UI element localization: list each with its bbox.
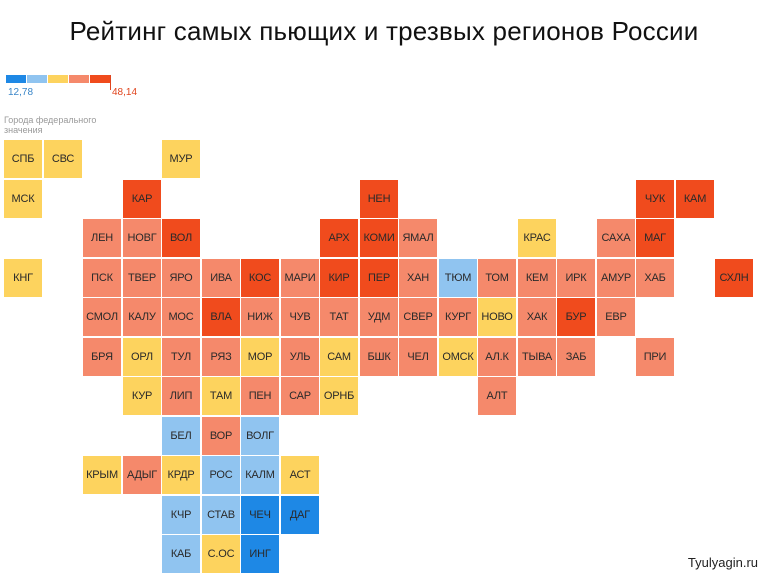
- region-tile: ЧЕЧ: [241, 496, 279, 534]
- region-tile: БРЯ: [83, 338, 121, 376]
- region-tile: ТВЕР: [123, 259, 161, 297]
- region-tile: ЯМАЛ: [399, 219, 437, 257]
- region-tile: РЯЗ: [202, 338, 240, 376]
- region-tile: АЛТ: [478, 377, 516, 415]
- region-tile: СПБ: [4, 140, 42, 178]
- region-tile: РОС: [202, 456, 240, 494]
- legend-swatch: [69, 75, 89, 83]
- region-tile: ВОЛ: [162, 219, 200, 257]
- region-tile: КРДР: [162, 456, 200, 494]
- region-tile: МОС: [162, 298, 200, 336]
- region-tile: ХАН: [399, 259, 437, 297]
- region-tile: ЛЕН: [83, 219, 121, 257]
- region-tile: ХАБ: [636, 259, 674, 297]
- region-tile: ИВА: [202, 259, 240, 297]
- region-tile: СМОЛ: [83, 298, 121, 336]
- region-tile: ЧЕЛ: [399, 338, 437, 376]
- region-tile: КНГ: [4, 259, 42, 297]
- region-tile: БШК: [360, 338, 398, 376]
- legend-swatch: [6, 75, 26, 83]
- region-tile: УЛЬ: [281, 338, 319, 376]
- region-tile: ЧУВ: [281, 298, 319, 336]
- watermark: Tyulyagin.ru: [687, 555, 758, 570]
- region-tile: МСК: [4, 180, 42, 218]
- chart-title: Рейтинг самых пьющих и трезвых регионов …: [69, 16, 699, 46]
- region-tile: КОМИ: [360, 219, 398, 257]
- legend-max-marker: [110, 75, 111, 90]
- region-tile: БУР: [557, 298, 595, 336]
- region-tile: ЧУК: [636, 180, 674, 218]
- legend-max-label: 48,14: [112, 87, 138, 98]
- region-tile: ИНГ: [241, 535, 279, 573]
- legend-swatch: [48, 75, 68, 83]
- region-tile: НОВО: [478, 298, 516, 336]
- region-tile: ОРНБ: [320, 377, 358, 415]
- region-tile: ТУЛ: [162, 338, 200, 376]
- region-tile: КАЛМ: [241, 456, 279, 494]
- region-tile: НИЖ: [241, 298, 279, 336]
- legend-min-label: 12,78: [8, 87, 34, 98]
- region-tile: АДЫГ: [123, 456, 161, 494]
- region-tile: ПРИ: [636, 338, 674, 376]
- region-tile: МОР: [241, 338, 279, 376]
- region-tile: МАРИ: [281, 259, 319, 297]
- region-tile: СВЕР: [399, 298, 437, 336]
- region-tile: ПСК: [83, 259, 121, 297]
- region-tile: ХАК: [518, 298, 556, 336]
- region-tile: БЕЛ: [162, 417, 200, 455]
- region-tile: КАЛУ: [123, 298, 161, 336]
- region-tile: КИР: [320, 259, 358, 297]
- region-tile: ЕВР: [597, 298, 635, 336]
- region-tile: ИРК: [557, 259, 595, 297]
- region-tile: КЕМ: [518, 259, 556, 297]
- region-tile: СХЛН: [715, 259, 753, 297]
- legend-swatch: [27, 75, 47, 83]
- region-tile: МУР: [162, 140, 200, 178]
- region-tile: САР: [281, 377, 319, 415]
- region-tile: АЛ.К: [478, 338, 516, 376]
- region-tile: ВЛА: [202, 298, 240, 336]
- region-tile: С.ОС: [202, 535, 240, 573]
- region-tile: АМУР: [597, 259, 635, 297]
- region-tile: ОМСК: [439, 338, 477, 376]
- region-tile: САХА: [597, 219, 635, 257]
- region-tile: МАГ: [636, 219, 674, 257]
- region-tile: ТЮМ: [439, 259, 477, 297]
- region-tile: ОРЛ: [123, 338, 161, 376]
- region-tile: ТАМ: [202, 377, 240, 415]
- region-tile: АРХ: [320, 219, 358, 257]
- region-tile: КОС: [241, 259, 279, 297]
- region-tile: ПЕН: [241, 377, 279, 415]
- region-tile: ТОМ: [478, 259, 516, 297]
- region-tile: КАР: [123, 180, 161, 218]
- region-tile: ЗАБ: [557, 338, 595, 376]
- region-tile: ЯРО: [162, 259, 200, 297]
- region-tile: СТАВ: [202, 496, 240, 534]
- region-tile: ВОР: [202, 417, 240, 455]
- region-tile: УДМ: [360, 298, 398, 336]
- region-tile: КРЫМ: [83, 456, 121, 494]
- region-tile: ЛИП: [162, 377, 200, 415]
- region-tile: САМ: [320, 338, 358, 376]
- region-tile: КАБ: [162, 535, 200, 573]
- region-tile: СВС: [44, 140, 82, 178]
- region-tile: КУР: [123, 377, 161, 415]
- federal-cities-note: Города федерального значения: [4, 115, 97, 135]
- region-tile: КЧР: [162, 496, 200, 534]
- legend-swatch: [90, 75, 110, 83]
- region-tile: АСТ: [281, 456, 319, 494]
- region-tile: ТАТ: [320, 298, 358, 336]
- region-tile: КАМ: [676, 180, 714, 218]
- region-tile: ПЕР: [360, 259, 398, 297]
- region-tile: ДАГ: [281, 496, 319, 534]
- region-tile: ТЫВА: [518, 338, 556, 376]
- region-tile: НЕН: [360, 180, 398, 218]
- region-tile: ВОЛГ: [241, 417, 279, 455]
- region-tile: КРАС: [518, 219, 556, 257]
- region-tile: НОВГ: [123, 219, 161, 257]
- region-tile: КУРГ: [439, 298, 477, 336]
